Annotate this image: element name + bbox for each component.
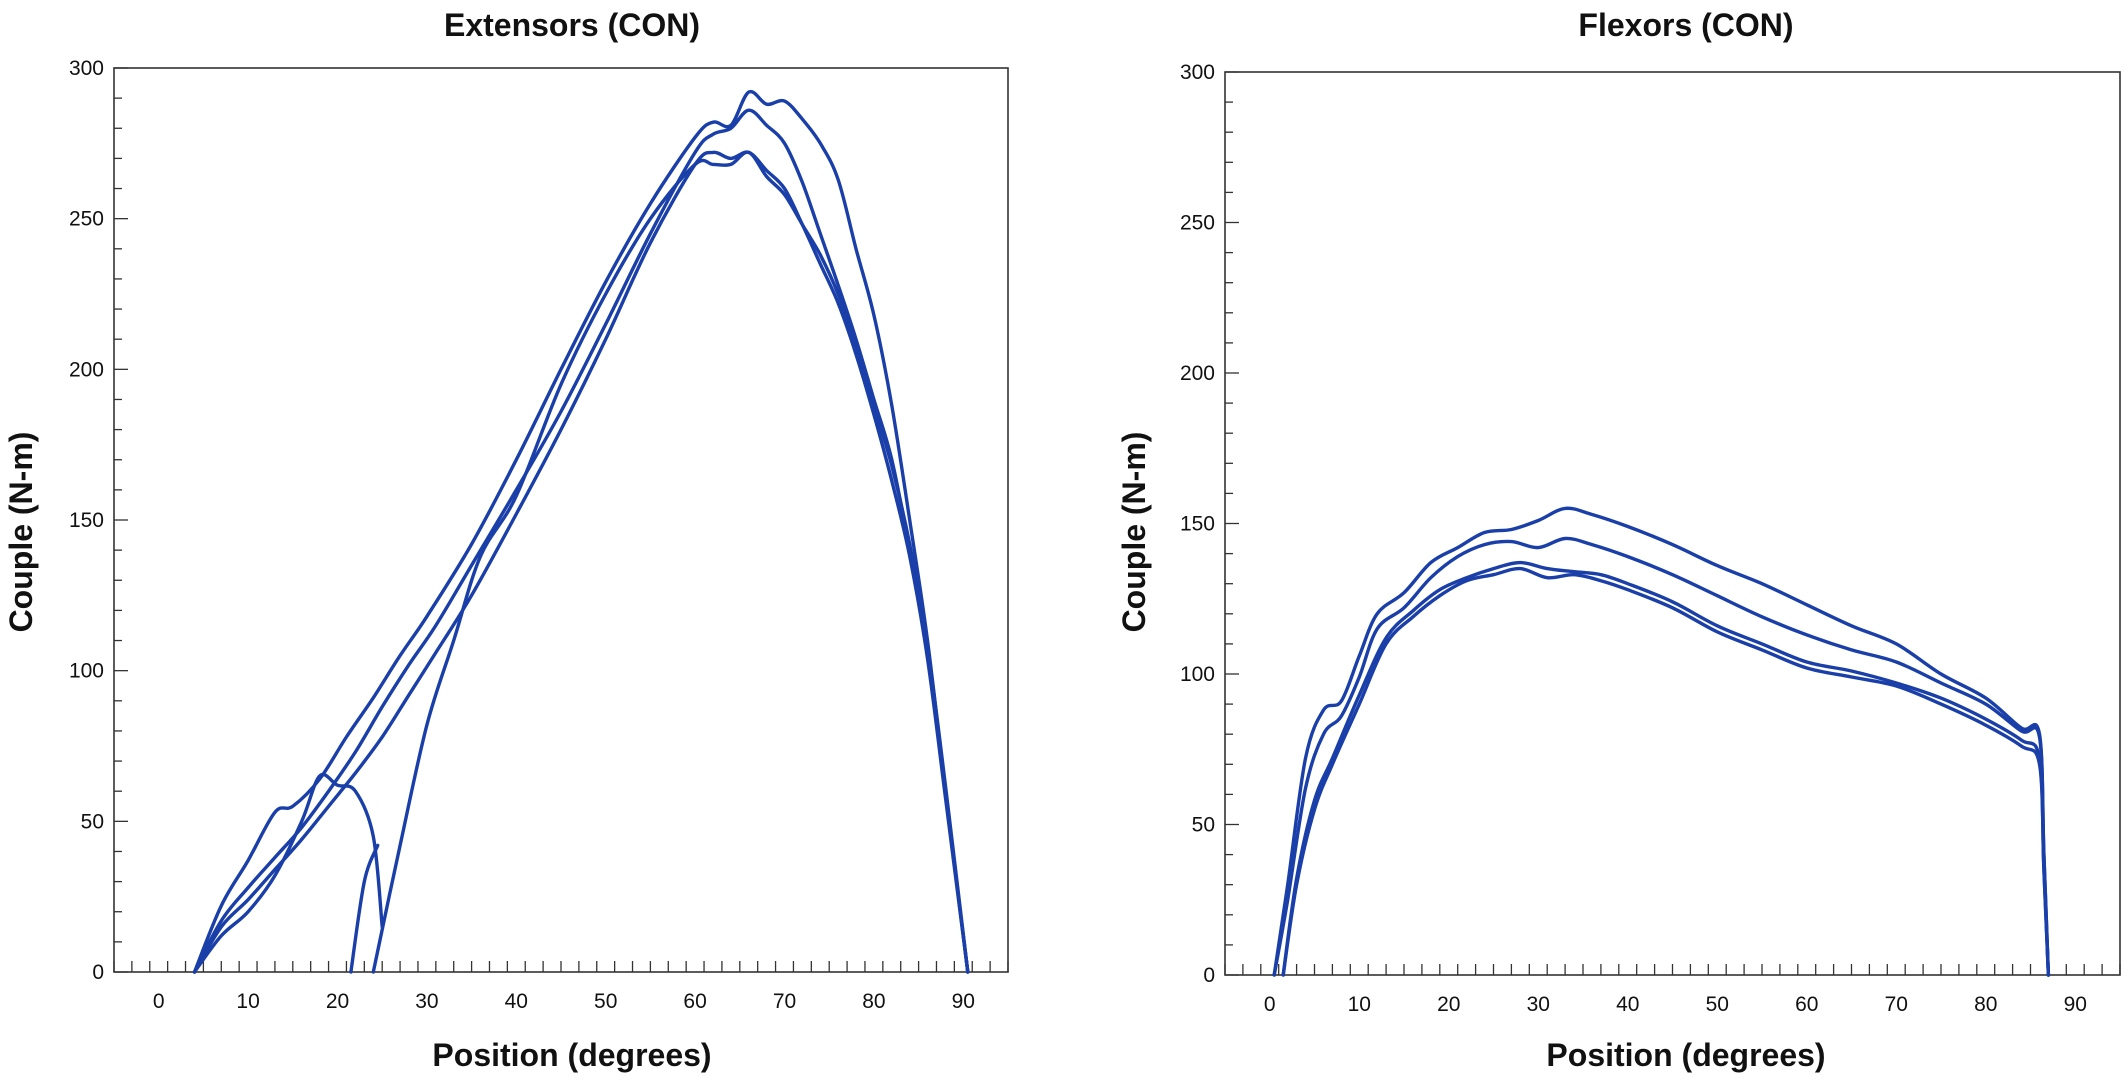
x-axis-label-extensors: Position (degrees) xyxy=(432,1037,711,1073)
x-tick-label-flexors: 20 xyxy=(1437,993,1460,1016)
x-tick-label-flexors: 80 xyxy=(1974,993,1997,1016)
y-tick-label-extensors: 100 xyxy=(69,660,104,683)
x-tick-label-flexors: 70 xyxy=(1885,993,1908,1016)
series-line-flexors-1 xyxy=(1272,506,2051,977)
series-line-extensors-5 xyxy=(192,772,384,974)
tick-group-flexors: 0 50 100 150 200 250 300 0 10 20 30 40 50 60 70 80 90 xyxy=(1180,61,2121,1016)
series-line-extensors-2 xyxy=(192,108,970,974)
x-tick-label-flexors: 10 xyxy=(1348,993,1371,1016)
x-tick-label-flexors: 60 xyxy=(1795,993,1818,1016)
series-group-flexors xyxy=(1272,506,2051,977)
chart-title-flexors: Flexors (CON) xyxy=(1578,7,1793,43)
chart-title-extensors: Extensors (CON) xyxy=(444,7,700,43)
x-axis-label-flexors: Position (degrees) xyxy=(1546,1037,1825,1073)
series-line-extensors-6 xyxy=(349,843,380,974)
series-line-flexors-2 xyxy=(1272,536,2051,977)
y-tick-label-extensors: 50 xyxy=(81,810,104,833)
x-tick-label-extensors: 50 xyxy=(594,990,617,1013)
y-axis-label-extensors: Couple (N-m) xyxy=(3,432,39,633)
y-tick-label-flexors: 300 xyxy=(1180,61,1215,84)
x-tick-label-extensors: 0 xyxy=(153,990,165,1013)
x-tick-label-extensors: 10 xyxy=(236,990,259,1013)
series-line-extensors-3 xyxy=(192,150,970,974)
y-tick-label-flexors: 100 xyxy=(1180,663,1215,686)
x-tick-label-flexors: 90 xyxy=(2064,993,2087,1016)
series-line-flexors-3 xyxy=(1281,560,2051,977)
y-tick-label-flexors: 250 xyxy=(1180,212,1215,235)
extensors-chart: Extensors (CON) Position (degrees) Coupl… xyxy=(3,7,1009,1073)
series-group-extensors xyxy=(192,89,970,974)
y-tick-label-flexors: 0 xyxy=(1203,964,1215,987)
x-tick-label-extensors: 70 xyxy=(773,990,796,1013)
x-tick-label-flexors: 0 xyxy=(1264,993,1276,1016)
x-tick-label-extensors: 30 xyxy=(415,990,438,1013)
y-tick-label-extensors: 250 xyxy=(69,208,104,231)
x-tick-label-extensors: 40 xyxy=(505,990,528,1013)
tick-group-extensors: 0 50 100 150 200 250 300 0 10 20 30 40 50 60 70 80 90 xyxy=(69,57,1009,1013)
y-tick-label-extensors: 200 xyxy=(69,358,104,381)
x-tick-label-flexors: 30 xyxy=(1527,993,1550,1016)
series-line-extensors-1 xyxy=(192,89,970,974)
x-tick-label-extensors: 80 xyxy=(862,990,885,1013)
y-axis-label-flexors: Couple (N-m) xyxy=(1116,432,1152,633)
plot-frame-extensors xyxy=(113,67,1009,973)
y-tick-label-extensors: 150 xyxy=(69,509,104,532)
y-tick-label-extensors: 0 xyxy=(92,961,104,984)
series-line-extensors-4 xyxy=(371,150,970,974)
x-tick-label-extensors: 90 xyxy=(952,990,975,1013)
series-line-flexors-4 xyxy=(1281,566,2051,977)
x-tick-label-flexors: 40 xyxy=(1616,993,1639,1016)
plot-frame-flexors xyxy=(1224,71,2121,976)
y-tick-label-flexors: 150 xyxy=(1180,513,1215,536)
y-tick-label-flexors: 200 xyxy=(1180,362,1215,385)
x-tick-label-extensors: 60 xyxy=(683,990,706,1013)
x-tick-label-flexors: 50 xyxy=(1706,993,1729,1016)
y-tick-label-flexors: 50 xyxy=(1192,814,1215,837)
x-tick-label-extensors: 20 xyxy=(326,990,349,1013)
flexors-chart: Flexors (CON) Position (degrees) Couple … xyxy=(1116,7,2121,1073)
y-tick-label-extensors: 300 xyxy=(69,57,104,80)
